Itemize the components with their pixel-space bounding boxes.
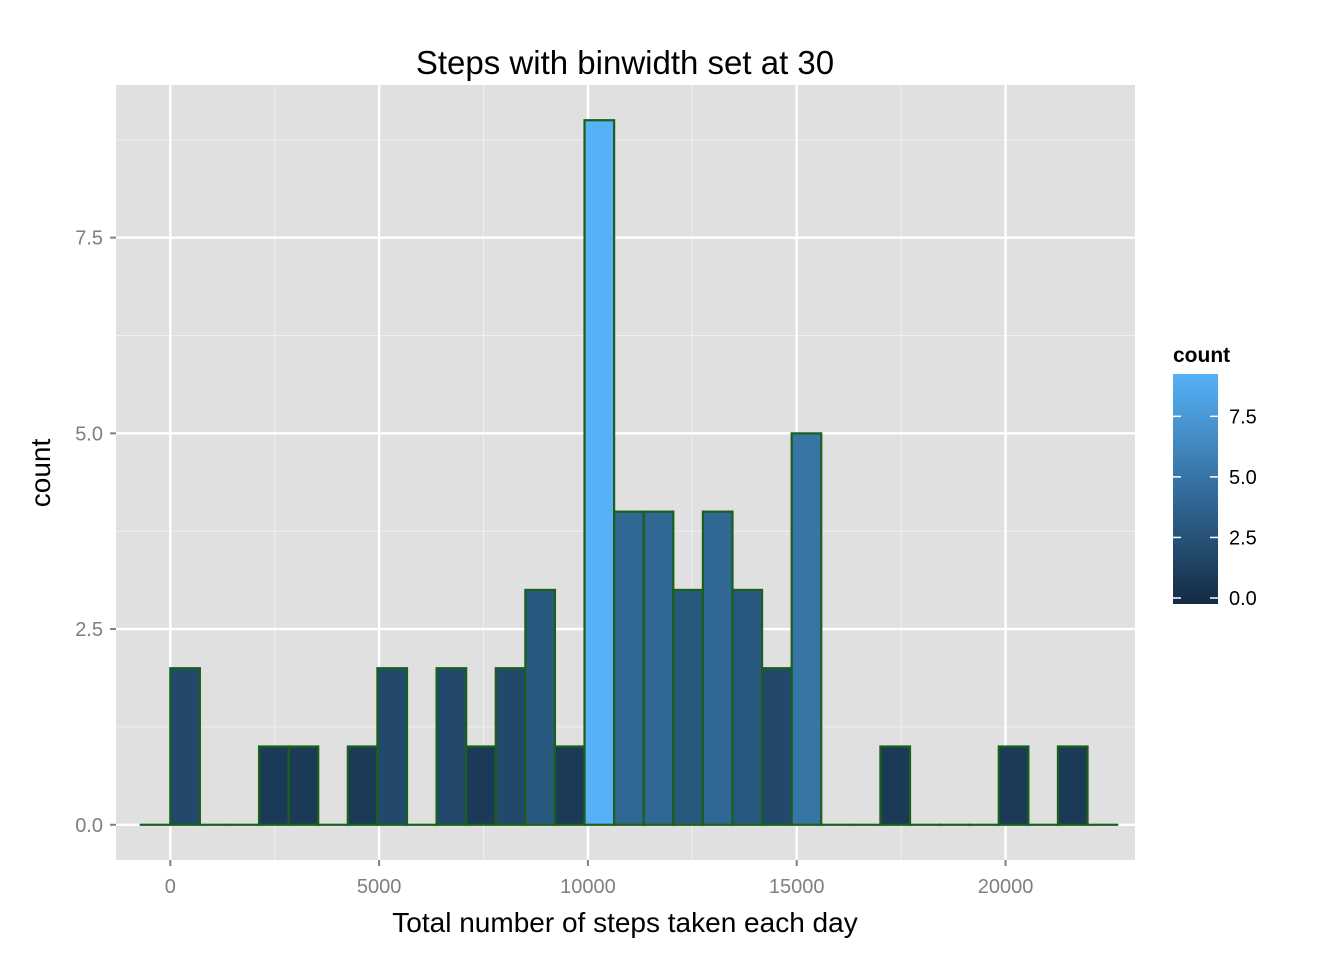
x-tick-label: 15000: [769, 876, 825, 898]
histogram-bar: [524, 588, 557, 826]
x-tick-label: 5000: [357, 876, 402, 898]
x-tick-label: 0: [165, 876, 176, 898]
legend-tick-label: 7.5: [1229, 406, 1257, 428]
legend-tick-label: 5.0: [1229, 467, 1257, 489]
y-tick-label: 0.0: [75, 815, 103, 837]
histogram-bar: [790, 432, 823, 826]
histogram-bar: [465, 745, 497, 826]
histogram-bar: [672, 588, 704, 826]
x-tick-label: 20000: [978, 876, 1034, 898]
histogram-bar: [346, 745, 379, 826]
histogram-bar: [169, 667, 201, 826]
chart-title: Steps with binwidth set at 30: [416, 44, 834, 81]
histogram-bar: [642, 510, 675, 826]
histogram-bar: [613, 510, 645, 826]
histogram-bar: [553, 745, 586, 826]
histogram-bar: [435, 667, 468, 826]
y-tick-label: 7.5: [75, 228, 103, 250]
histogram-bar: [997, 745, 1030, 826]
histogram-bars: [139, 119, 1119, 826]
axes: 0 5000 10000 15000 20000 0.0 2.5 5.0 7.5: [75, 228, 1033, 898]
y-tick-label: 2.5: [75, 619, 103, 641]
legend-title: count: [1173, 344, 1230, 367]
histogram-bar: [583, 119, 616, 826]
y-axis-title: count: [25, 439, 56, 508]
legend-tick-label: 2.5: [1229, 527, 1257, 549]
histogram-bar: [494, 667, 527, 826]
histogram-bar: [760, 667, 793, 826]
color-legend: count 0.0 2.5 5.0 7.5: [1173, 344, 1257, 610]
histogram-bar: [879, 745, 912, 826]
histogram-bar: [1056, 745, 1089, 826]
histogram-bar: [257, 745, 290, 826]
legend-tick-label: 0.0: [1229, 588, 1257, 610]
histogram-bar: [376, 667, 409, 826]
y-tick-label: 5.0: [75, 423, 103, 445]
x-tick-label: 10000: [560, 876, 616, 898]
x-axis-title: Total number of steps taken each day: [392, 907, 857, 938]
legend-colorbar: [1173, 374, 1218, 604]
histogram-bar: [701, 510, 734, 826]
histogram-bar: [731, 588, 764, 826]
histogram-bar: [287, 745, 320, 826]
legend-ticks: 0.0 2.5 5.0 7.5: [1173, 406, 1257, 610]
